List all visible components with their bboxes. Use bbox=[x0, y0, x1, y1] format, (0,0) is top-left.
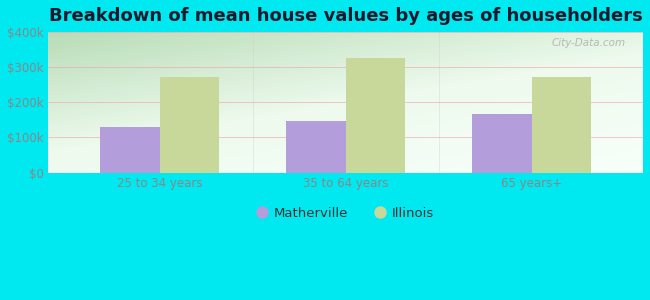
Bar bbox=[472, 114, 532, 172]
Bar bbox=[286, 121, 346, 172]
Bar bbox=[160, 77, 220, 172]
Text: City-Data.com: City-Data.com bbox=[551, 38, 625, 48]
Title: Breakdown of mean house values by ages of householders: Breakdown of mean house values by ages o… bbox=[49, 7, 643, 25]
Bar bbox=[346, 58, 405, 172]
Bar bbox=[101, 127, 160, 172]
Legend: Matherville, Illinois: Matherville, Illinois bbox=[252, 201, 439, 225]
Bar bbox=[532, 77, 591, 172]
